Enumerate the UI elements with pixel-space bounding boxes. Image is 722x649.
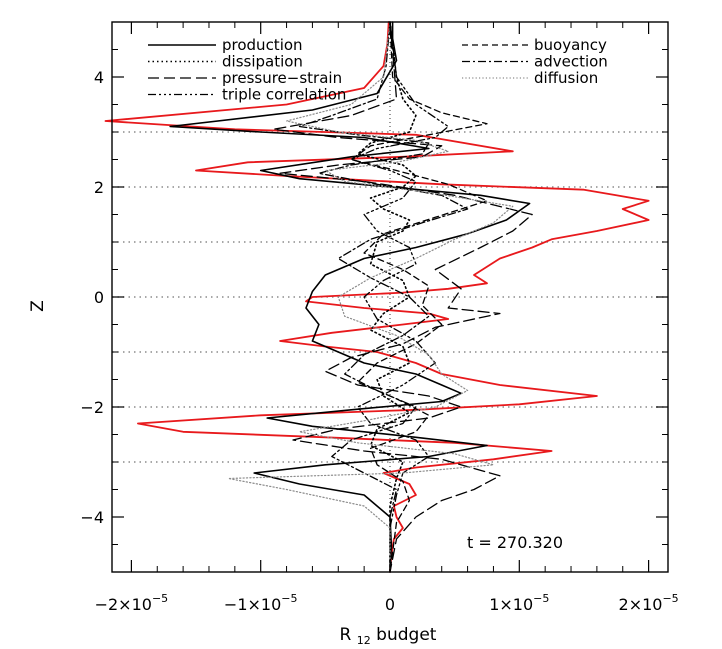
y-tick-label: 0 [94,288,104,307]
series-line-pressure-strain [272,21,533,573]
legend-label-triple-correlation: triple correlation [222,86,346,104]
legend-label-dissipation: dissipation [222,53,303,71]
x-tick-label: −1×10−5 [224,592,298,614]
y-axis-title: Z [28,300,48,312]
legend-label-advection: advection [534,53,608,71]
y-tick-label: −2 [80,398,104,417]
x-axis-title-main: R [340,625,352,645]
series-line-triple-correlation [350,21,449,573]
x-axis-title-rest: budget [376,625,437,645]
grid-layer [112,22,668,572]
x-tick-label: 2×10−5 [619,592,679,614]
ticks-layer: −4 −2 0 2 4 −2×10−5 −1×10−5 0 1×10−5 2×10−5 [80,21,679,614]
series-line-advection [298,21,469,573]
x-tick-label: 1×10−5 [489,592,549,614]
series-layer [104,21,650,573]
y-tick-label: −4 [80,508,104,527]
legend-layer: productiondissipationpressure−straintrip… [148,36,608,104]
x-tick-label: 0 [385,595,395,614]
series-line-diffusion [227,21,514,573]
y-tick-label: 4 [94,68,104,87]
annotation-time: t = 270.320 [467,533,563,552]
legend-label-pressure-strain: pressure−strain [222,69,342,87]
series-line-buoyancy [350,21,488,573]
y-tick-label: 2 [94,178,104,197]
series-line-dissipation [356,21,417,573]
x-tick-label: −2×10−5 [95,592,169,614]
x-axis-title: R 12 budget [340,625,437,649]
legend-label-diffusion: diffusion [534,69,598,87]
legend-label-production: production [222,36,303,54]
x-axis-title-sub: 12 [357,634,371,647]
legend-label-buoyancy: buoyancy [534,36,607,54]
series-line-red-total [104,21,650,573]
